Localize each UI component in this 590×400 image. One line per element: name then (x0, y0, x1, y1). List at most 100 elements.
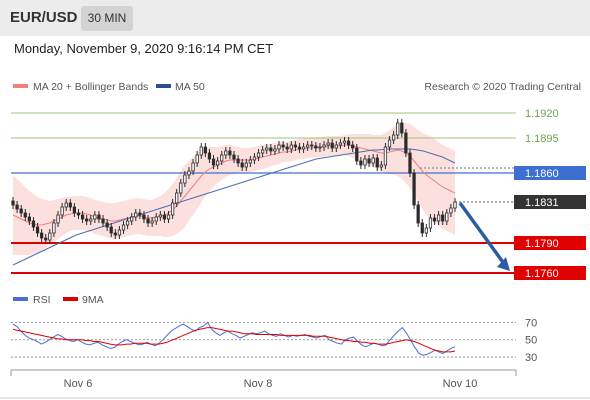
instrument-title: EUR/USD (10, 9, 78, 26)
candle-body (48, 232, 52, 241)
candle-body (113, 232, 117, 236)
candle-body (256, 152, 261, 158)
candle-body (121, 224, 126, 231)
candle-body (379, 164, 383, 168)
rsi-plot: 70 50 30 (11, 317, 537, 364)
candle-body (261, 149, 265, 154)
candle-body (179, 182, 183, 194)
level-label: 1.1860 (525, 168, 559, 180)
candle-body (11, 200, 15, 206)
price-plot: 1.1920 1.1895 1.1860 1.1831 1.1790 1.1760 (11, 108, 586, 280)
candle-body (68, 202, 72, 208)
level-tag (514, 166, 586, 180)
candle-body (191, 162, 195, 172)
candle-body (400, 122, 404, 134)
candle-body (109, 226, 113, 234)
candle-body (301, 146, 306, 150)
candle-body (105, 222, 109, 228)
level-label: 1.1895 (525, 133, 559, 145)
x-tick-label: Nov 6 (64, 378, 93, 390)
candle-body (432, 217, 437, 222)
candle-body (162, 214, 167, 220)
candle-body (207, 152, 212, 160)
candle-body (437, 214, 441, 222)
forecast-arrow (458, 201, 507, 267)
candle-body (367, 158, 371, 164)
candle-body (375, 157, 379, 168)
candle-body (412, 172, 416, 206)
rsi-tick-label: 50 (525, 335, 537, 347)
rsi-line (12, 321, 456, 356)
candle-body (150, 220, 154, 224)
candle-body (248, 159, 252, 164)
candle-body (297, 146, 302, 150)
candle-body (101, 218, 105, 224)
candle-body (359, 160, 363, 166)
source-label: Research © 2020 Trading Central (424, 81, 581, 93)
level-tag (514, 195, 586, 209)
candle-body (125, 220, 130, 226)
candle-body (31, 220, 36, 228)
candle-body (289, 144, 293, 150)
candle-body (117, 229, 122, 236)
candle-body (166, 214, 171, 220)
candle-body (371, 157, 375, 164)
candle-body (445, 212, 449, 222)
candle-body (310, 144, 314, 147)
candle-body (170, 202, 175, 216)
level-label: 1.1790 (525, 238, 559, 250)
candle-body (56, 214, 60, 224)
candle-body (15, 204, 19, 210)
candle-body (322, 144, 326, 148)
candle-body (199, 146, 203, 156)
candle-body (130, 216, 134, 222)
candle-body (330, 142, 334, 149)
toolbar: EUR/USD 30 MIN (0, 0, 590, 36)
candle-body (314, 145, 318, 149)
candle-body (252, 156, 257, 161)
ma9-legend-label: 9MA (82, 294, 104, 306)
candle-body (146, 218, 150, 224)
rsi-legend-swatch (13, 297, 28, 301)
datetime-label: Monday, November 9, 2020 9:16:14 PM CET (14, 41, 274, 56)
candle-body (158, 214, 162, 218)
candle-body (244, 162, 248, 168)
candle-body (408, 152, 412, 174)
level-tag (514, 236, 586, 250)
candle-body (72, 206, 77, 214)
candle-body (396, 122, 400, 136)
timeframe-button[interactable]: 30 MIN (81, 6, 133, 31)
ma50-legend-label: MA 50 (175, 81, 205, 93)
candle-body (355, 147, 359, 162)
candle-body (232, 154, 236, 160)
candle-body (351, 144, 355, 149)
candle-body (216, 160, 220, 166)
candle-body (269, 147, 273, 152)
candle-body (175, 192, 179, 204)
candle-body (138, 212, 142, 216)
candle-body (416, 204, 420, 224)
candle-body (35, 226, 40, 234)
level-label: 1.1920 (525, 108, 559, 120)
level-tag (514, 266, 586, 280)
candle-body (342, 140, 347, 144)
rsi-ma9-line (12, 327, 456, 353)
candle-body (64, 202, 68, 208)
candle-body (318, 146, 322, 149)
candle-body (265, 147, 269, 151)
candle-body (285, 146, 289, 150)
candle-body (93, 214, 97, 220)
candle-body (441, 214, 445, 222)
candle-body (97, 214, 101, 220)
candle-body (391, 134, 396, 141)
candle-body (183, 174, 187, 184)
candle-body (453, 201, 457, 209)
candle-body (338, 142, 343, 146)
candle-body (424, 227, 428, 234)
candle-body (195, 154, 199, 164)
rsi-tick-label: 30 (525, 352, 537, 364)
forecast-arrowhead (497, 257, 510, 271)
candle-body (277, 144, 281, 150)
candle-body (134, 212, 138, 218)
